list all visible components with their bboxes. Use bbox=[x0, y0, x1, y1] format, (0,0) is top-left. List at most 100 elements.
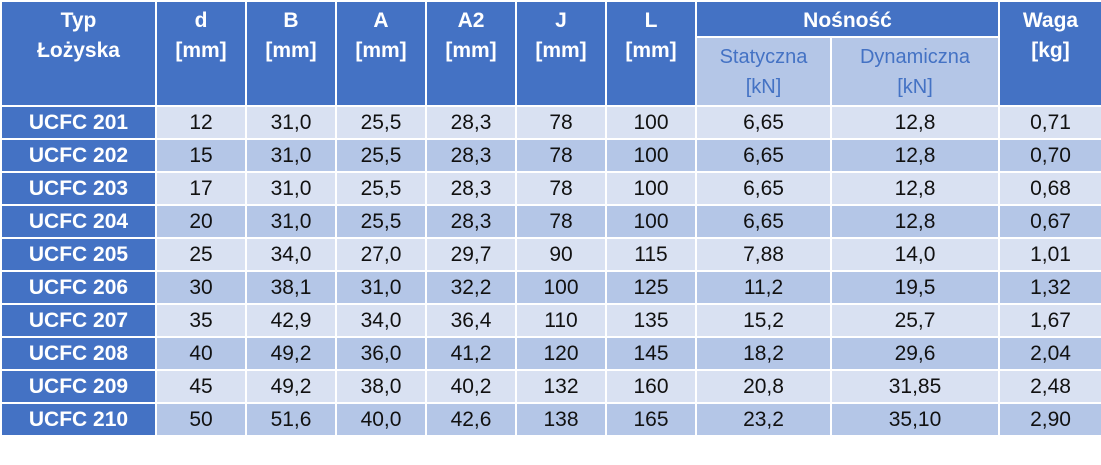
table-cell: 41,2 bbox=[425, 336, 517, 371]
table-row: UCFC 206 30 38,1 31,0 32,2 100 125 11,2 19,5 1,32 bbox=[0, 270, 1101, 305]
table-cell: 1,01 bbox=[998, 237, 1101, 272]
table-cell: 78 bbox=[515, 138, 607, 173]
table-cell: 27,0 bbox=[335, 237, 427, 272]
table-cell: 17 bbox=[155, 171, 247, 206]
table-cell: 132 bbox=[515, 369, 607, 404]
table-cell: 49,2 bbox=[245, 369, 337, 404]
table-cell: 135 bbox=[605, 303, 697, 338]
table-cell: 110 bbox=[515, 303, 607, 338]
table-cell: 6,65 bbox=[695, 204, 832, 239]
table-row: UCFC 209 45 49,2 38,0 40,2 132 160 20,8 31,85 2,4… bbox=[0, 369, 1101, 404]
table-cell: 40,0 bbox=[335, 402, 427, 437]
subheader-cell: Dynamiczna [kN] bbox=[830, 36, 1000, 107]
table-row: UCFC 204 20 31,0 25,5 28,3 78 100 6,65 12,8 0,67 bbox=[0, 204, 1101, 239]
table-cell: 30 bbox=[155, 270, 247, 305]
row-label: UCFC 201 bbox=[0, 105, 157, 140]
table-cell: 38,0 bbox=[335, 369, 427, 404]
table-cell: 6,65 bbox=[695, 105, 832, 140]
table-cell: 49,2 bbox=[245, 336, 337, 371]
header-cell: Waga [kg] bbox=[998, 0, 1101, 107]
table-cell: 0,67 bbox=[998, 204, 1101, 239]
table-cell: 28,3 bbox=[425, 204, 517, 239]
row-label: UCFC 209 bbox=[0, 369, 157, 404]
table-cell: 160 bbox=[605, 369, 697, 404]
table-cell: 20 bbox=[155, 204, 247, 239]
table-cell: 28,3 bbox=[425, 171, 517, 206]
bearing-table: Typ Łożyska d [mm] B [mm] A [mm] A2 [mm]… bbox=[0, 0, 1101, 437]
table-cell: 1,32 bbox=[998, 270, 1101, 305]
table-cell: 100 bbox=[605, 171, 697, 206]
row-label: UCFC 202 bbox=[0, 138, 157, 173]
table-row: UCFC 202 15 31,0 25,5 28,3 78 100 6,65 12,8 0,70 bbox=[0, 138, 1101, 173]
header-cell: d [mm] bbox=[155, 0, 247, 107]
table-cell: 50 bbox=[155, 402, 247, 437]
table-row: UCFC 201 12 31,0 25,5 28,3 78 100 6,65 12,8 0,71 bbox=[0, 105, 1101, 140]
table-cell: 12,8 bbox=[830, 138, 1000, 173]
table-cell: 36,4 bbox=[425, 303, 517, 338]
table-cell: 51,6 bbox=[245, 402, 337, 437]
table-cell: 100 bbox=[605, 138, 697, 173]
table-cell: 1,67 bbox=[998, 303, 1101, 338]
table-cell: 25,7 bbox=[830, 303, 1000, 338]
table-cell: 40 bbox=[155, 336, 247, 371]
table-cell: 20,8 bbox=[695, 369, 832, 404]
row-label: UCFC 206 bbox=[0, 270, 157, 305]
table-cell: 29,6 bbox=[830, 336, 1000, 371]
table-cell: 31,0 bbox=[245, 204, 337, 239]
table-cell: 0,71 bbox=[998, 105, 1101, 140]
table-cell: 7,88 bbox=[695, 237, 832, 272]
table-cell: 2,48 bbox=[998, 369, 1101, 404]
table-cell: 29,7 bbox=[425, 237, 517, 272]
table-row: UCFC 207 35 42,9 34,0 36,4 110 135 15,2 25,7 1,67 bbox=[0, 303, 1101, 338]
table-cell: 25 bbox=[155, 237, 247, 272]
table-cell: 2,90 bbox=[998, 402, 1101, 437]
table-cell: 165 bbox=[605, 402, 697, 437]
table-cell: 25,5 bbox=[335, 105, 427, 140]
row-label: UCFC 205 bbox=[0, 237, 157, 272]
table-cell: 36,0 bbox=[335, 336, 427, 371]
row-label: UCFC 204 bbox=[0, 204, 157, 239]
table-cell: 18,2 bbox=[695, 336, 832, 371]
table-cell: 34,0 bbox=[335, 303, 427, 338]
table-cell: 35 bbox=[155, 303, 247, 338]
subheader-cell: Statyczna [kN] bbox=[695, 36, 832, 107]
table-cell: 120 bbox=[515, 336, 607, 371]
table-cell: 6,65 bbox=[695, 138, 832, 173]
table-cell: 78 bbox=[515, 204, 607, 239]
row-label: UCFC 210 bbox=[0, 402, 157, 437]
table-cell: 34,0 bbox=[245, 237, 337, 272]
table-cell: 31,85 bbox=[830, 369, 1000, 404]
table-cell: 12,8 bbox=[830, 171, 1000, 206]
header-cell: L [mm] bbox=[605, 0, 697, 107]
table-cell: 100 bbox=[515, 270, 607, 305]
table-cell: 90 bbox=[515, 237, 607, 272]
table-cell: 25,5 bbox=[335, 204, 427, 239]
table-cell: 14,0 bbox=[830, 237, 1000, 272]
table-cell: 11,2 bbox=[695, 270, 832, 305]
table-cell: 115 bbox=[605, 237, 697, 272]
header-cell: Typ Łożyska bbox=[0, 0, 157, 107]
table-cell: 45 bbox=[155, 369, 247, 404]
table-cell: 100 bbox=[605, 204, 697, 239]
table-body: UCFC 201 12 31,0 25,5 28,3 78 100 6,65 12,8 0,71 U… bbox=[0, 105, 1101, 437]
table-row: UCFC 203 17 31,0 25,5 28,3 78 100 6,65 12,8 0,68 bbox=[0, 171, 1101, 206]
table-cell: 125 bbox=[605, 270, 697, 305]
row-label: UCFC 203 bbox=[0, 171, 157, 206]
table-cell: 40,2 bbox=[425, 369, 517, 404]
table-cell: 42,9 bbox=[245, 303, 337, 338]
table-cell: 78 bbox=[515, 171, 607, 206]
table-cell: 2,04 bbox=[998, 336, 1101, 371]
header-cell: A [mm] bbox=[335, 0, 427, 107]
table-cell: 25,5 bbox=[335, 138, 427, 173]
table-cell: 78 bbox=[515, 105, 607, 140]
table-cell: 31,0 bbox=[335, 270, 427, 305]
table-cell: 0,70 bbox=[998, 138, 1101, 173]
table-cell: 31,0 bbox=[245, 138, 337, 173]
table-row: UCFC 208 40 49,2 36,0 41,2 120 145 18,2 29,6 2,04 bbox=[0, 336, 1101, 371]
table-cell: 6,65 bbox=[695, 171, 832, 206]
table-cell: 12,8 bbox=[830, 204, 1000, 239]
table-cell: 0,68 bbox=[998, 171, 1101, 206]
header-cell: Nośność bbox=[695, 0, 1000, 38]
table-cell: 31,0 bbox=[245, 171, 337, 206]
